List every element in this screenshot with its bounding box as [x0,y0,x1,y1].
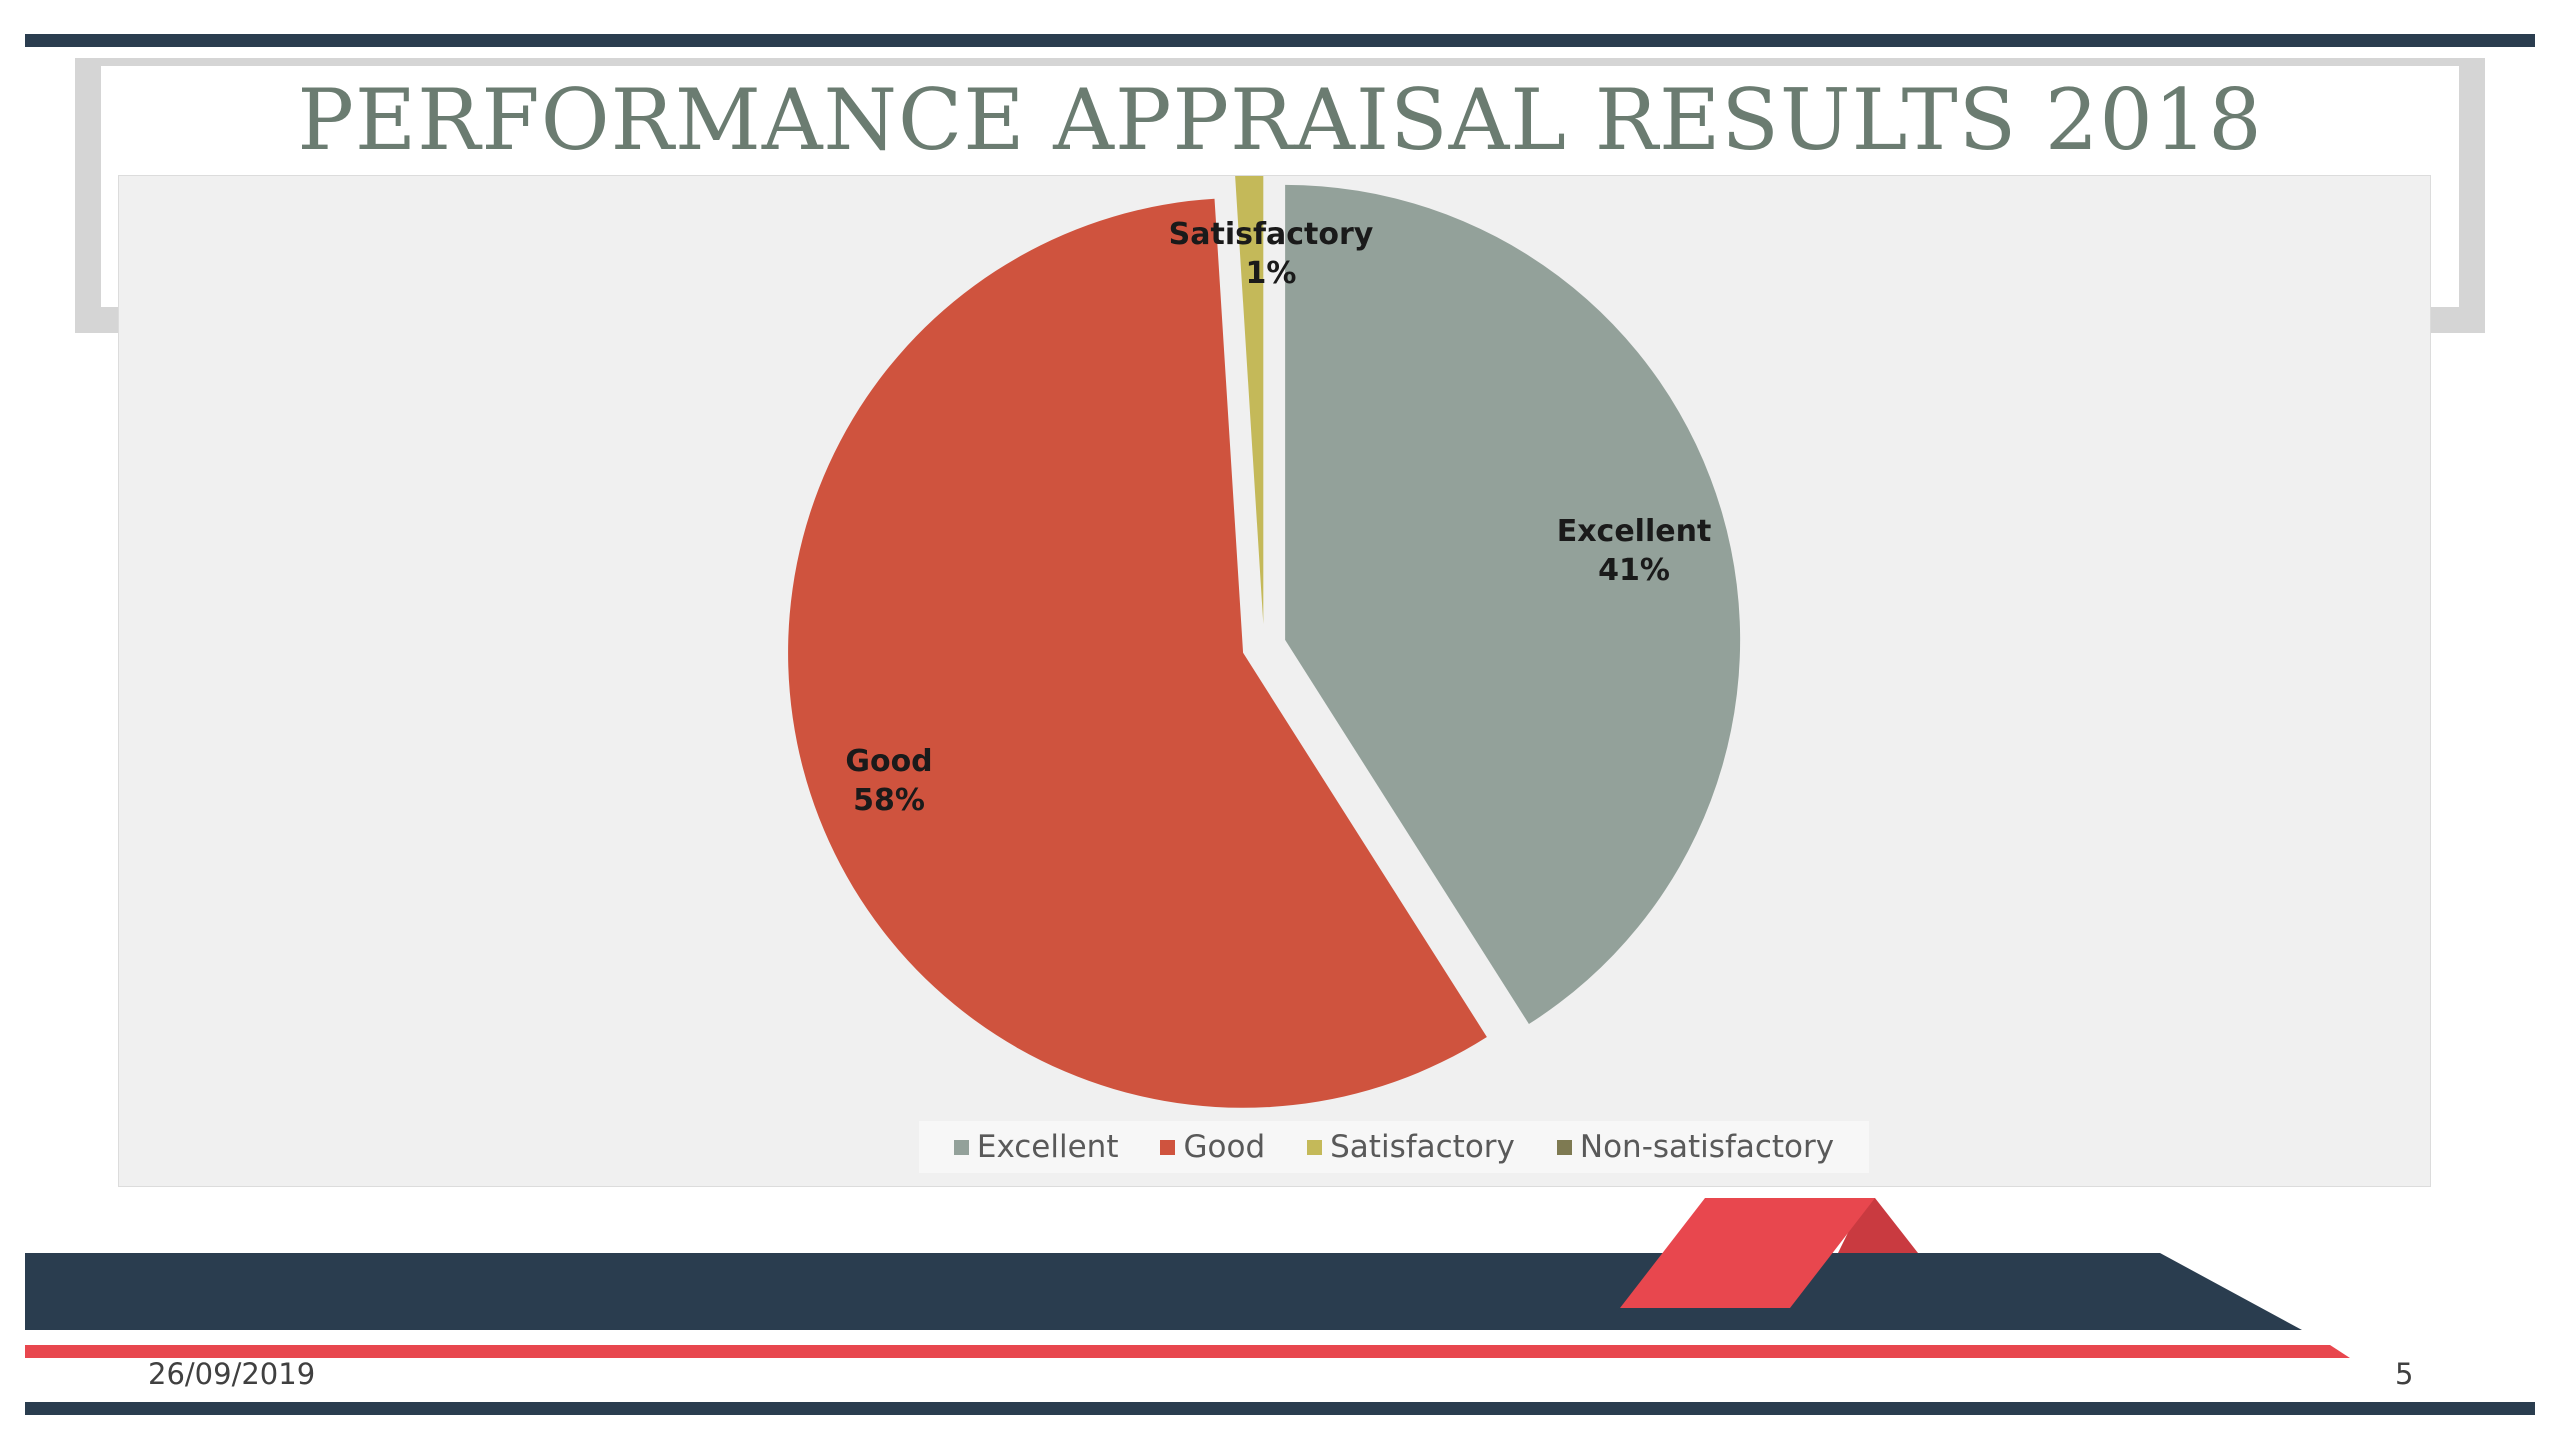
chart-area: Excellent 41% Good 58% Satisfactory 1% Excell… [118,175,2431,1187]
data-label-good-name: Good [845,744,932,779]
legend-swatch-excellent [953,1139,969,1155]
data-label-satisfactory-pct: 1% [1246,256,1297,291]
legend-label-excellent: Excellent [976,1129,1119,1165]
top-border-bar [25,34,2535,47]
data-label-good-pct: 58% [853,783,925,818]
slide-number: 5 [2395,1357,2414,1391]
footer-accent-red-dark [1838,1198,1918,1253]
slide-date: 26/09/2019 [148,1357,316,1391]
bottom-border-bar [25,1402,2535,1415]
legend-item-good: Good [1160,1129,1265,1165]
legend-swatch-non-satisfactory [1556,1139,1572,1155]
legend-swatch-satisfactory [1307,1139,1323,1155]
legend-label-satisfactory: Satisfactory [1330,1129,1515,1165]
footer-red-stripe [25,1345,2350,1358]
legend-label-good: Good [1183,1129,1266,1165]
pie-chart: Excellent 41% Good 58% Satisfactory 1% [788,176,1741,1108]
footer-decoration [25,1198,2350,1358]
pie-slice-satisfactory [1235,176,1264,625]
data-label-satisfactory-name: Satisfactory [1169,217,1374,252]
chart-legend: Excellent Good Satisfactory Non-satisfac… [919,1121,1869,1173]
legend-item-satisfactory: Satisfactory [1307,1129,1515,1165]
pie-slice-good [788,198,1487,1108]
footer-dark-band [25,1253,2302,1330]
legend-swatch-good [1160,1139,1176,1155]
legend-item-excellent: Excellent [953,1129,1119,1165]
data-label-excellent-pct: 41% [1598,553,1670,588]
legend-item-non-satisfactory: Non-satisfactory [1556,1129,1835,1165]
footer-accent-red [1620,1198,1875,1308]
slide-title: PERFORMANCE APPRAISAL RESULTS 2018 [297,71,2263,169]
pie-slice-excellent [1285,184,1741,1025]
data-label-excellent-name: Excellent [1557,514,1712,549]
legend-label-non-satisfactory: Non-satisfactory [1579,1129,1835,1165]
